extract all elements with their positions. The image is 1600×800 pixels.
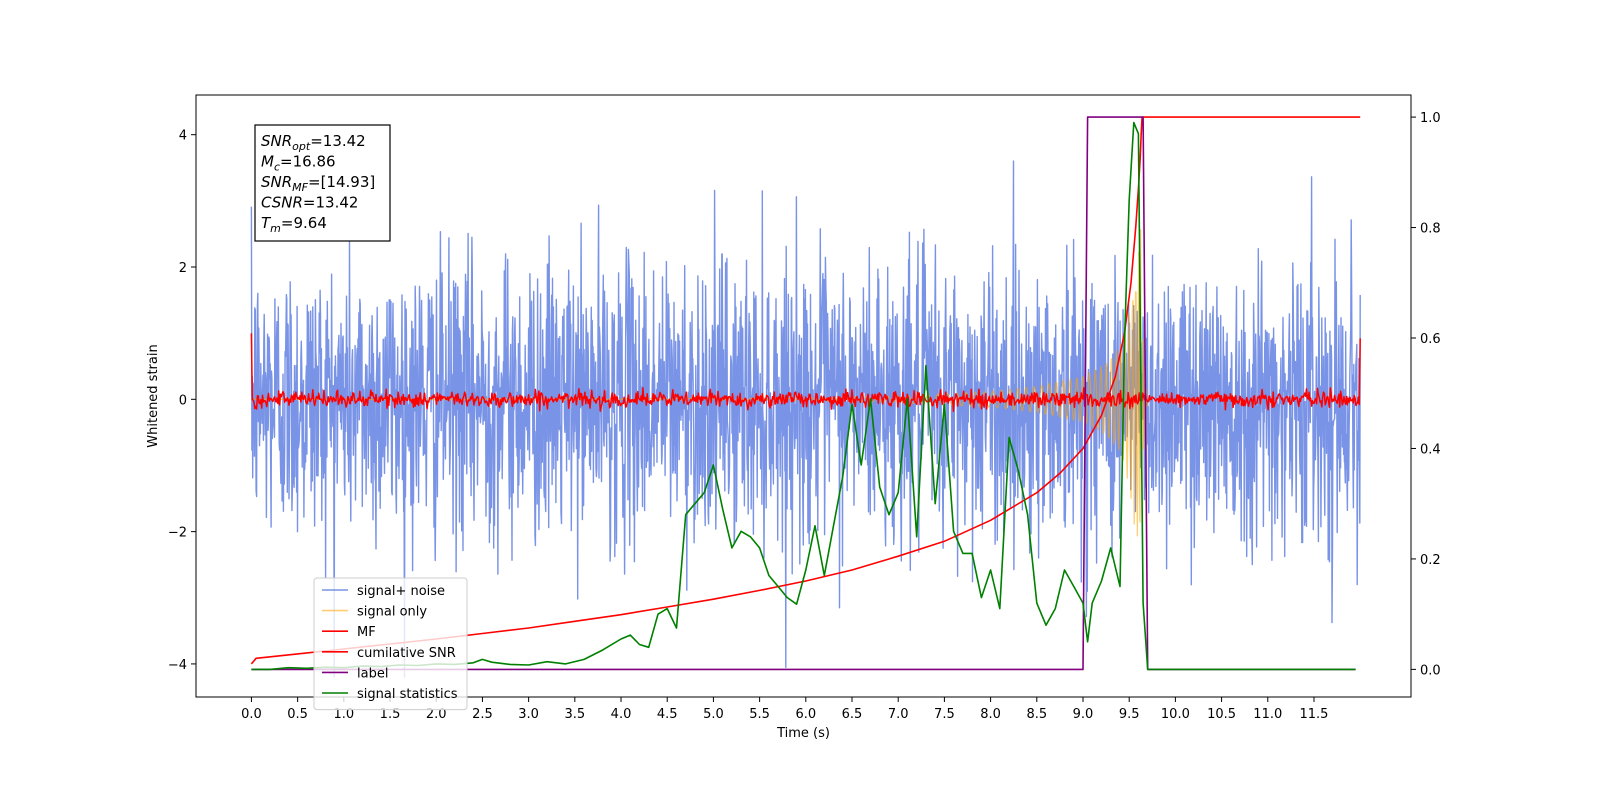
y-ticks: −4 −2 0 2 4 xyxy=(168,129,196,673)
x-tick-label: 10.5 xyxy=(1207,707,1236,722)
annotation-symbol: SNR xyxy=(261,132,292,150)
annotation-line: Tm=9.64 xyxy=(261,214,327,235)
x-tick-label: 5.5 xyxy=(749,707,770,722)
x-axis-label: Time (s) xyxy=(776,726,830,741)
y-tick-label: 2 xyxy=(179,261,187,276)
annotation-value: =13.42 xyxy=(310,132,366,150)
x-ticks: 0.0 0.5 1.0 1.5 2.0 2.5 3.0 3.5 4.0 4.5 5.0 5.5 6.0 6… xyxy=(241,697,1328,722)
y-tick-label: −4 xyxy=(168,658,187,673)
x-tick-label: 11.0 xyxy=(1253,707,1282,722)
x-tick-label: 2.5 xyxy=(472,707,493,722)
annotation-line: CSNR=13.42 xyxy=(261,194,358,212)
y-tick-label: −2 xyxy=(168,526,187,541)
annotation-line: SNRMF=[14.93] xyxy=(261,173,375,194)
annotation-symbol: M xyxy=(261,153,274,171)
legend-entry-label: signal only xyxy=(357,605,427,620)
legend-entry-label: label xyxy=(357,666,388,681)
y2-tick-label: 0.2 xyxy=(1420,553,1441,568)
annotation-subscript: m xyxy=(270,222,281,235)
legend-entry-label: signal+ noise xyxy=(357,584,445,599)
annotation-symbol: CSNR xyxy=(261,194,303,212)
series-line-0 xyxy=(250,160,1361,678)
x-tick-label: 11.5 xyxy=(1300,707,1329,722)
y2-ticks: 0.0 0.2 0.4 0.6 0.8 1.0 xyxy=(1411,111,1441,678)
x-tick-label: 10.0 xyxy=(1161,707,1190,722)
y2-tick-label: 0.8 xyxy=(1420,222,1441,237)
legend-entry-label: cumilative SNR xyxy=(357,646,456,661)
series-line-5 xyxy=(251,121,1356,671)
y2-tick-label: 1.0 xyxy=(1420,111,1441,126)
y-tick-label: 4 xyxy=(179,129,187,144)
annotation-symbol: T xyxy=(261,214,272,232)
x-tick-label: 8.0 xyxy=(980,707,1001,722)
x-tick-label: 3.5 xyxy=(564,707,585,722)
y2-tick-label: 0.4 xyxy=(1420,442,1441,457)
annotation-subscript: MF xyxy=(292,181,308,194)
x-tick-label: 9.5 xyxy=(1119,707,1140,722)
series-line-2 xyxy=(250,333,1361,412)
x-tick-label: 1.0 xyxy=(333,707,354,722)
x-tick-label: 2.0 xyxy=(426,707,447,722)
snr-annotation-box: SNRopt=13.42Mc=16.86SNRMF=[14.93]CSNR=13… xyxy=(254,124,391,242)
legend-entry-label: signal statistics xyxy=(357,687,458,702)
x-tick-label: 7.0 xyxy=(888,707,909,722)
x-tick-label: 9.0 xyxy=(1073,707,1094,722)
y2-tick-label: 0.0 xyxy=(1420,663,1441,678)
annotation-subscript: c xyxy=(274,161,280,174)
annotation-subscript: opt xyxy=(292,140,311,153)
axes-frame xyxy=(195,94,1412,698)
annotation-symbol: SNR xyxy=(261,173,292,191)
y2-tick-label: 0.6 xyxy=(1420,332,1441,347)
x-tick-label: 8.5 xyxy=(1026,707,1047,722)
annotation-value: =16.86 xyxy=(280,153,336,171)
legend-entry-label: MF xyxy=(357,625,376,640)
legend: signal+ noise signal only MF cumilative SNR… xyxy=(313,577,468,711)
x-tick-label: 4.5 xyxy=(657,707,678,722)
y-tick-label: 0 xyxy=(179,393,187,408)
x-tick-label: 0.5 xyxy=(287,707,308,722)
legend-frame xyxy=(313,577,468,711)
x-tick-label: 4.0 xyxy=(611,707,632,722)
annotation-line: Mc=16.86 xyxy=(261,153,336,174)
x-tick-label: 6.0 xyxy=(795,707,816,722)
x-tick-label: 6.5 xyxy=(842,707,863,722)
x-tick-label: 7.5 xyxy=(934,707,955,722)
annotation-value: =13.42 xyxy=(303,194,359,212)
annotation-line: SNRopt=13.42 xyxy=(261,132,366,153)
annotation-value: =9.64 xyxy=(281,214,327,232)
x-tick-label: 3.0 xyxy=(518,707,539,722)
annotation-value: =[14.93] xyxy=(308,173,375,191)
x-tick-label: 1.5 xyxy=(380,707,401,722)
x-tick-label: 5.0 xyxy=(703,707,724,722)
y-axis-label: Whitened strain xyxy=(146,344,161,447)
annotation-box-border xyxy=(254,124,391,242)
x-tick-label: 0.0 xyxy=(241,707,262,722)
